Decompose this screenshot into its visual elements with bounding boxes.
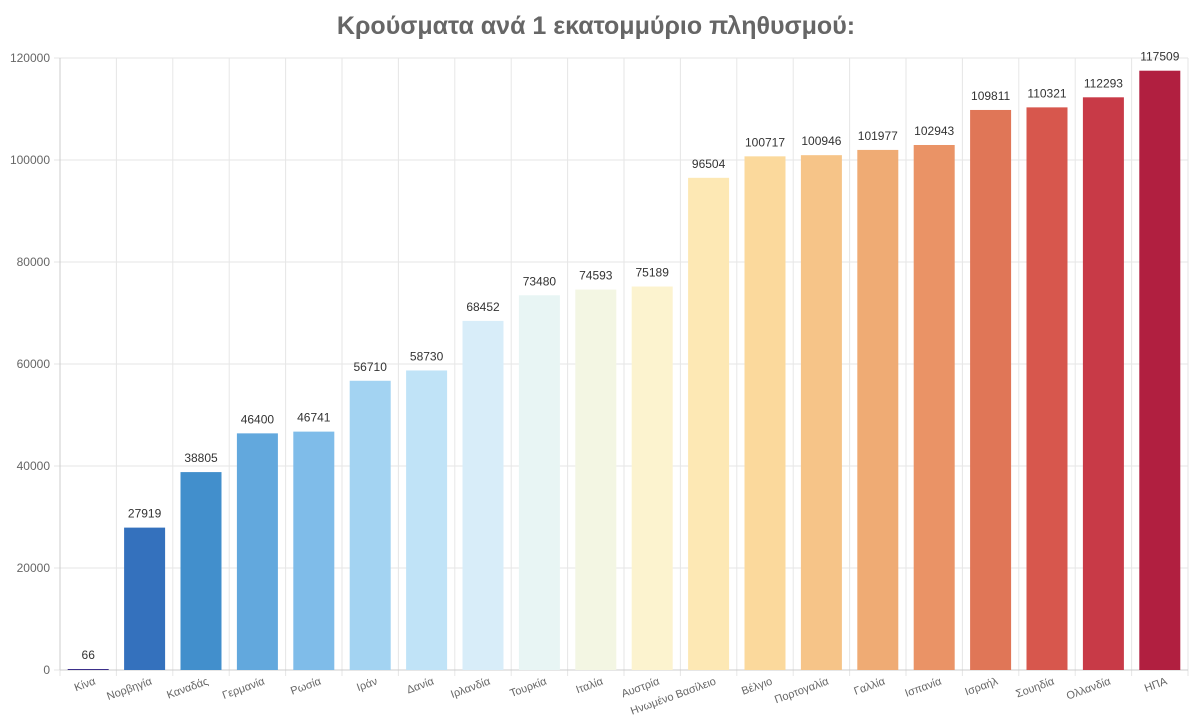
bar [180, 472, 222, 670]
bar [406, 370, 448, 670]
data-label: 100946 [801, 134, 841, 148]
y-tick-label: 80000 [17, 255, 51, 269]
x-tick-label: Δανία [405, 675, 436, 696]
bar [236, 433, 278, 670]
y-tick-label: 20000 [17, 561, 51, 575]
data-label: 73480 [523, 274, 557, 288]
x-tick-label: Ιταλία [574, 675, 605, 696]
data-label: 27919 [128, 507, 162, 521]
bar [518, 295, 560, 670]
data-label: 38805 [184, 451, 218, 465]
data-label: 100717 [745, 135, 785, 149]
x-tick-label: Νορβηγία [105, 675, 154, 703]
x-tick-label: ΗΠΑ [1143, 675, 1170, 694]
data-label: 58730 [410, 349, 444, 363]
x-tick-label: Γερμανία [221, 675, 267, 702]
x-tick-label: Καναδάς [165, 676, 210, 702]
data-label: 46400 [241, 412, 275, 426]
data-label: 102943 [914, 124, 954, 138]
x-tick-label: Ρωσία [289, 675, 323, 697]
x-tick-label: Σουηδία [1014, 675, 1056, 700]
x-tick-label: Κίνα [73, 675, 98, 694]
bar [970, 109, 1012, 671]
bar [744, 156, 786, 670]
x-tick-label: Ισπανία [903, 675, 943, 699]
x-tick-label: Γαλλία [852, 675, 887, 698]
x-tick-label: Βέλγιο [740, 676, 774, 698]
x-tick-label: Ιράν [355, 675, 379, 694]
data-label: 110321 [1027, 86, 1066, 100]
x-tick-label: Πορτογαλία [773, 675, 831, 706]
data-label: 74593 [579, 269, 613, 283]
x-tick-label: Ιρλανδία [449, 675, 492, 701]
bar [349, 380, 391, 670]
data-label: 75189 [636, 266, 670, 280]
bar [913, 144, 955, 670]
bar [1082, 97, 1124, 670]
x-tick-label: Ολλανδία [1065, 675, 1113, 702]
bar [1139, 70, 1181, 670]
data-label: 101977 [858, 129, 898, 143]
bar [857, 149, 899, 670]
x-tick-label: Ισραήλ [963, 675, 1000, 698]
y-tick-label: 0 [43, 663, 50, 677]
data-label: 117509 [1140, 50, 1179, 64]
bar [124, 527, 166, 670]
bar [800, 155, 842, 670]
bar [688, 177, 730, 671]
data-label: 56710 [354, 360, 388, 374]
bar [293, 431, 335, 670]
bar [575, 289, 617, 670]
y-tick-label: 40000 [17, 459, 51, 473]
bar [631, 286, 673, 670]
data-label: 112293 [1084, 76, 1123, 90]
chart-title: Κρούσματα ανά 1 εκατομμύριο πληθυσμού: [336, 12, 856, 40]
y-tick-label: 120000 [10, 51, 50, 65]
bar [462, 320, 504, 670]
bar [1026, 107, 1068, 670]
data-label: 46741 [297, 411, 331, 425]
data-label: 66 [82, 648, 96, 662]
data-label: 96504 [692, 157, 726, 171]
data-label: 109811 [971, 89, 1010, 103]
data-label: 68452 [466, 300, 500, 314]
bar [67, 669, 109, 670]
y-tick-label: 60000 [17, 357, 51, 371]
x-tick-label: Τουρκία [508, 675, 549, 700]
y-tick-label: 100000 [10, 153, 50, 167]
